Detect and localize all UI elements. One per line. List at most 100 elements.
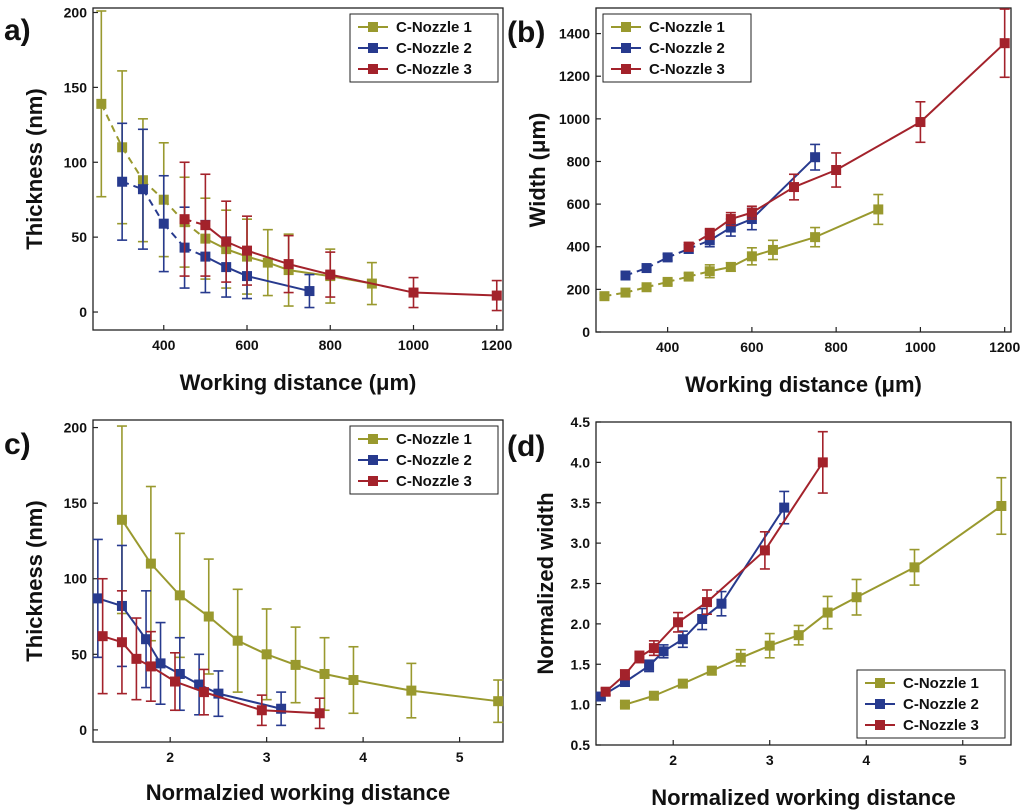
series-2	[620, 143, 821, 281]
data-point	[648, 690, 659, 701]
data-point	[725, 222, 736, 233]
legend-marker	[621, 64, 631, 74]
data-point	[789, 182, 800, 193]
data-point	[704, 266, 715, 277]
data-point	[767, 244, 778, 255]
data-point	[810, 152, 821, 163]
y-tick-label: 0	[79, 304, 87, 320]
data-point	[619, 669, 630, 680]
x-axis-label: Normalzied working distance	[146, 780, 450, 805]
legend: C-Nozzle 1 C-Nozzle 2 C-Nozzle 3	[349, 13, 499, 83]
y-tick-label: 200	[64, 4, 88, 20]
x-tick-label: 400	[152, 337, 176, 353]
x-tick-label: 400	[656, 339, 680, 355]
data-point	[716, 598, 727, 609]
series-line-segment	[218, 692, 282, 710]
x-tick-label: 5	[456, 749, 464, 765]
data-point	[348, 675, 359, 686]
data-point	[851, 592, 862, 603]
data-point	[648, 643, 659, 654]
y-tick-label: 1000	[559, 111, 590, 127]
data-point	[117, 176, 128, 187]
series-line-segment	[706, 549, 766, 603]
y-axis-label: Normalized width	[533, 492, 558, 674]
data-point	[174, 590, 185, 601]
series-line-segment	[121, 519, 152, 565]
data-point	[644, 660, 655, 671]
data-point	[810, 232, 821, 243]
x-tick-label: 1200	[989, 339, 1020, 355]
data-point	[817, 457, 828, 468]
data-point	[619, 677, 630, 688]
series-line-segment	[413, 291, 497, 297]
y-tick-label: 200	[64, 420, 88, 436]
legend-entry: C-Nozzle 2	[649, 40, 725, 57]
x-tick-label: 1000	[905, 339, 936, 355]
data-point	[746, 251, 757, 262]
data-point	[97, 631, 108, 642]
y-tick-label: 4.0	[571, 454, 591, 470]
data-point	[213, 688, 224, 699]
legend-marker	[368, 64, 378, 74]
data-point	[620, 270, 631, 281]
y-tick-label: 2.5	[571, 576, 591, 592]
plot-frame	[92, 7, 504, 331]
y-tick-label: 1.0	[571, 697, 591, 713]
legend-entry: C-Nozzle 1	[396, 431, 472, 448]
data-point	[725, 214, 736, 225]
x-axis-label: Working distance (μm)	[685, 372, 922, 397]
series-line-segment	[814, 208, 879, 239]
data-point	[262, 257, 273, 268]
plot-frame	[595, 7, 1012, 333]
data-point	[232, 635, 243, 646]
series-line-segment	[913, 505, 1002, 569]
legend-entry: C-Nozzle 3	[649, 61, 725, 78]
series-line-segment	[330, 273, 414, 294]
series-line-segment	[720, 507, 786, 605]
y-tick-label: 100	[64, 154, 88, 170]
y-tick-label: 3.5	[571, 495, 591, 511]
data-point	[831, 165, 842, 175]
legend: C-Nozzle 1 C-Nozzle 2 C-Nozzle 3	[349, 425, 499, 495]
series-2	[117, 122, 315, 309]
data-point	[677, 678, 688, 689]
y-tick-label: 800	[567, 153, 591, 169]
y-tick-label: 50	[71, 646, 87, 662]
legend: C-Nozzle 1 C-Nozzle 2 C-Nozzle 3	[602, 13, 752, 83]
legend-marker	[621, 43, 631, 53]
y-axis-label: Width (μm)	[525, 113, 550, 228]
data-point	[179, 214, 190, 225]
y-tick-label: 150	[64, 495, 88, 511]
data-point	[662, 252, 673, 263]
data-point	[793, 630, 804, 641]
x-axis-label: Working distance (μm)	[180, 370, 417, 395]
y-tick-label: 100	[64, 571, 88, 587]
data-point	[735, 652, 746, 663]
legend-entry: C-Nozzle 3	[903, 717, 979, 734]
y-axis-label: Thickness (nm)	[22, 88, 47, 249]
legend: C-Nozzle 1 C-Nozzle 2 C-Nozzle 3	[856, 669, 1006, 739]
x-tick-label: 4	[862, 752, 870, 768]
legend-entry: C-Nozzle 2	[396, 452, 472, 469]
data-point	[170, 676, 180, 687]
series-line-segment	[772, 236, 816, 251]
data-point	[261, 649, 272, 660]
series-line-segment	[764, 461, 824, 551]
data-point	[491, 290, 502, 301]
legend-marker	[368, 43, 378, 53]
legend-entry: C-Nozzle 3	[396, 61, 472, 78]
series-line-segment	[919, 42, 1006, 123]
y-tick-label: 50	[71, 229, 87, 245]
data-point	[683, 271, 694, 282]
data-point	[759, 545, 770, 556]
data-point	[92, 593, 103, 604]
legend-marker	[368, 476, 378, 486]
y-tick-label: 600	[567, 196, 591, 212]
data-point	[198, 687, 209, 698]
panel-label: (b)	[507, 16, 545, 49]
series-3	[600, 430, 828, 697]
series-line-segment	[203, 691, 263, 712]
data-point	[704, 235, 715, 246]
y-tick-label: 3.0	[571, 535, 591, 551]
